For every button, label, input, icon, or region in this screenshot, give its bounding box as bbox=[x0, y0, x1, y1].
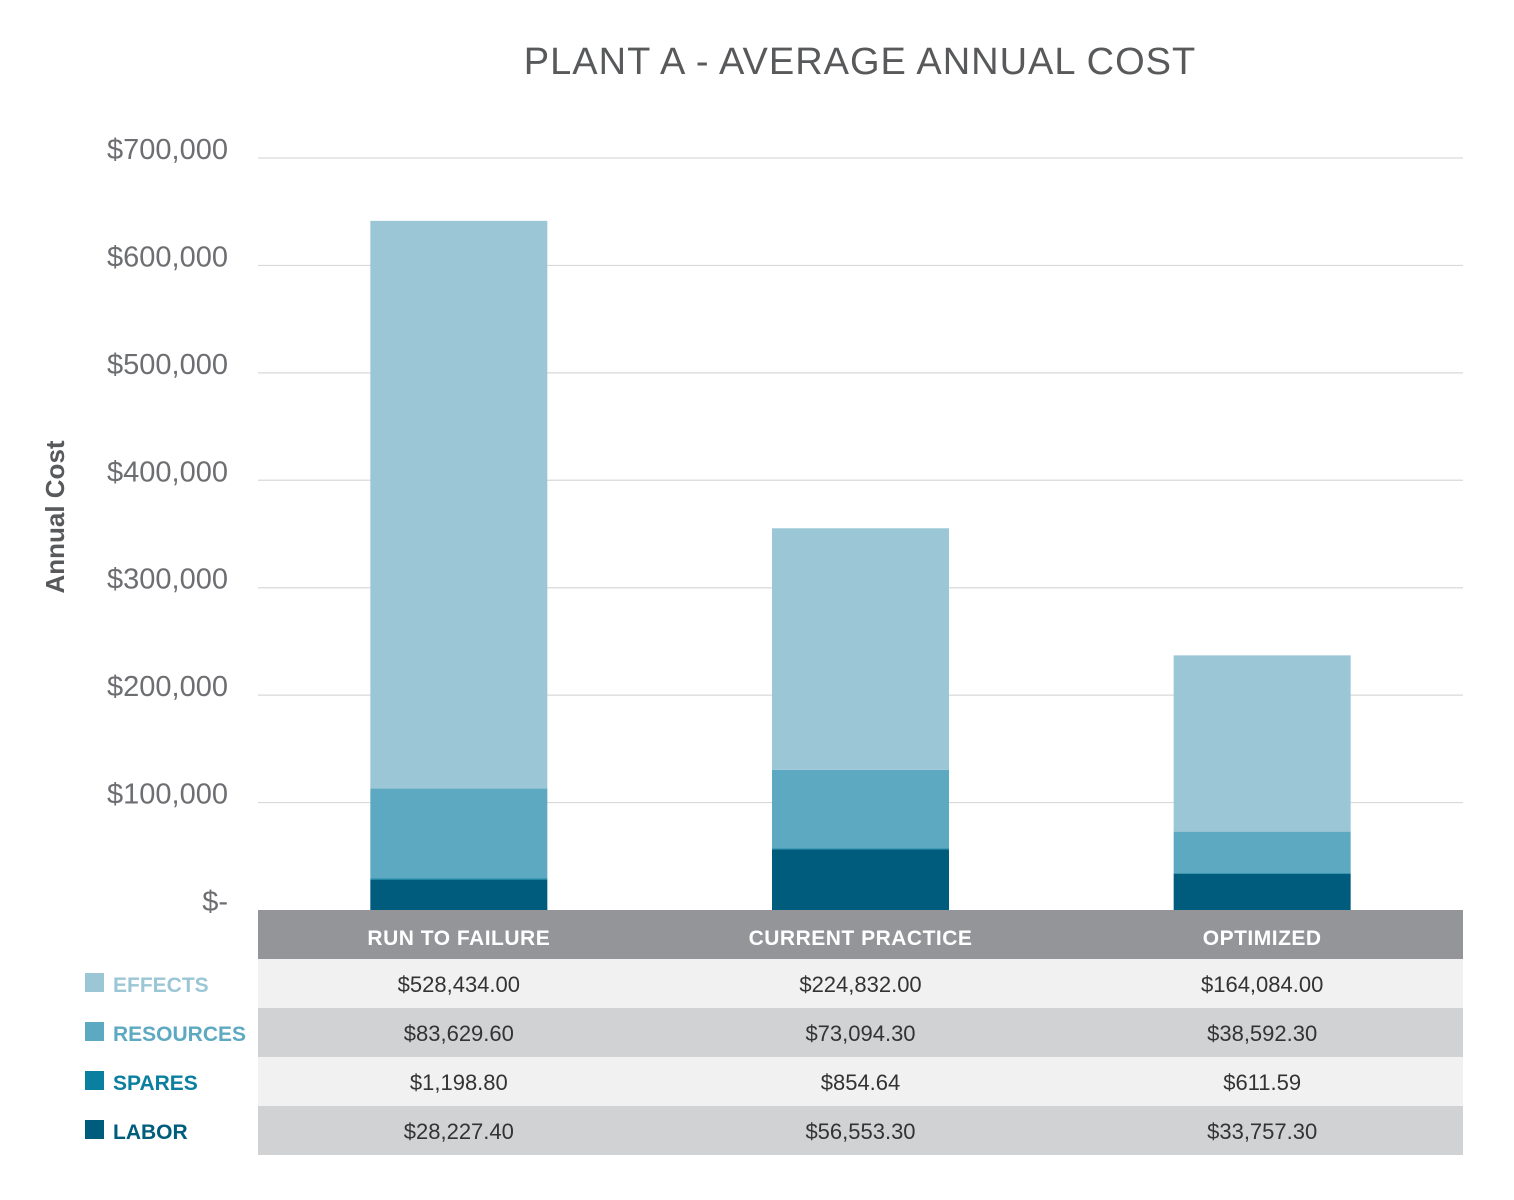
legend-label-labor: LABOR bbox=[113, 1121, 188, 1144]
legend-swatch-labor bbox=[85, 1120, 104, 1139]
legend-label-resources: RESOURCES bbox=[113, 1023, 246, 1046]
table-row bbox=[258, 1008, 1463, 1057]
y-tick-label: $700,000 bbox=[107, 134, 228, 166]
legend-label-spares: SPARES bbox=[113, 1072, 198, 1095]
table-cell: $611.59 bbox=[1223, 1070, 1301, 1095]
table-cell: $224,832.00 bbox=[799, 972, 921, 997]
table-cell: $56,553.30 bbox=[805, 1119, 915, 1144]
table-cell: $28,227.40 bbox=[404, 1119, 514, 1144]
table-header-cell: OPTIMIZED bbox=[1203, 927, 1322, 950]
table-row bbox=[258, 1106, 1463, 1155]
bar-resources-optimized bbox=[1173, 831, 1351, 874]
legend-swatch-spares bbox=[85, 1071, 104, 1090]
y-tick-label: $400,000 bbox=[107, 456, 228, 488]
table-cell: $1,198.80 bbox=[410, 1070, 508, 1095]
bar-spares-current-practice bbox=[772, 848, 949, 850]
legend-label-effects: EFFECTS bbox=[113, 974, 209, 997]
table-header-cell: RUN TO FAILURE bbox=[367, 927, 550, 950]
bar-labor-optimized bbox=[1173, 873, 1351, 910]
table-header-cell: CURRENT PRACTICE bbox=[749, 927, 973, 950]
bar-labor-run-to-failure bbox=[370, 879, 548, 910]
table-cell: $33,757.30 bbox=[1207, 1119, 1317, 1144]
bar-resources-current-practice bbox=[772, 769, 949, 849]
chart-title: PLANT A - AVERAGE ANNUAL COST bbox=[524, 41, 1196, 83]
bar-effects-optimized bbox=[1173, 655, 1351, 832]
bar-spares-run-to-failure bbox=[370, 878, 548, 880]
table-header-row bbox=[258, 910, 1463, 959]
y-axis-label: Annual Cost bbox=[40, 440, 70, 593]
table-cell: $164,084.00 bbox=[1201, 972, 1323, 997]
data-table: RUN TO FAILURE CURRENT PRACTICE OPTIMIZED $… bbox=[258, 910, 1463, 1155]
y-tick-label: $500,000 bbox=[107, 349, 228, 381]
y-tick-label: $200,000 bbox=[107, 671, 228, 703]
legend: EFFECTS RESOURCES SPARES LABOR bbox=[85, 973, 246, 1144]
bar-effects-current-practice bbox=[772, 528, 949, 770]
legend-swatch-effects bbox=[85, 973, 104, 992]
table-cell: $528,434.00 bbox=[398, 972, 520, 997]
y-axis-ticks: $- $100,000 $200,000 $300,000 $400,000 $500,0… bbox=[107, 134, 228, 918]
bar-resources-run-to-failure bbox=[370, 788, 548, 879]
legend-swatch-resources bbox=[85, 1022, 104, 1041]
table-cell: $83,629.60 bbox=[404, 1021, 514, 1046]
y-tick-label: $600,000 bbox=[107, 241, 228, 273]
table-row bbox=[258, 1057, 1463, 1106]
table-cell: $38,592.30 bbox=[1207, 1021, 1317, 1046]
table-row bbox=[258, 959, 1463, 1008]
table-cell: $73,094.30 bbox=[805, 1021, 915, 1046]
y-tick-label: $300,000 bbox=[107, 564, 228, 596]
bars bbox=[370, 220, 1351, 910]
y-tick-label: $- bbox=[202, 886, 228, 918]
bar-labor-current-practice bbox=[772, 849, 949, 910]
bar-spares-optimized bbox=[1173, 873, 1351, 874]
bar-effects-run-to-failure bbox=[370, 220, 548, 789]
y-tick-label: $100,000 bbox=[107, 779, 228, 811]
table-cell: $854.64 bbox=[821, 1070, 901, 1095]
